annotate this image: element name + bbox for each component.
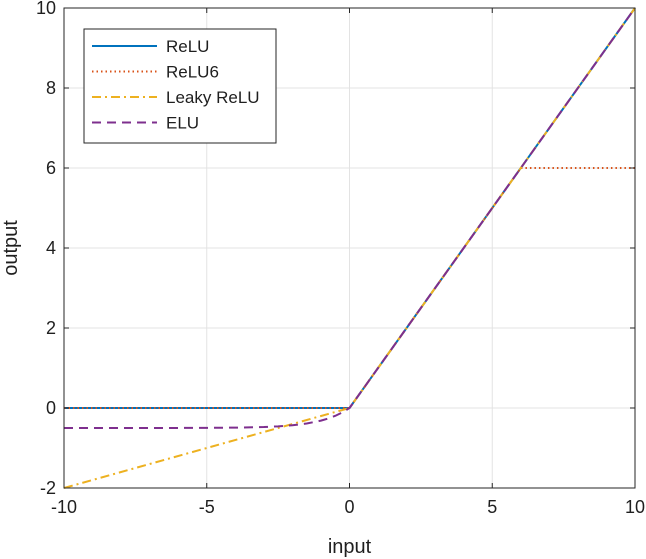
- legend-label-elu: ELU: [166, 114, 199, 133]
- x-tick-label: -5: [199, 497, 215, 517]
- legend: ReLU ReLU6 Leaky ReLU ELU: [83, 28, 277, 144]
- x-tick-label: 5: [487, 497, 497, 517]
- x-axis-title: input: [328, 536, 372, 558]
- y-tick-label: 6: [46, 158, 56, 178]
- y-tick-label: 8: [46, 78, 56, 98]
- y-tick-label: 0: [46, 398, 56, 418]
- x-tick-label: 10: [625, 497, 645, 517]
- y-tick-label: -2: [40, 478, 56, 498]
- legend-label-relu: ReLU: [166, 37, 209, 56]
- legend-label-leaky-relu: Leaky ReLU: [166, 88, 260, 107]
- series-line-leaky-relu: [63, 7, 636, 489]
- y-tick-label: 2: [46, 318, 56, 338]
- x-tick-label: -10: [51, 497, 77, 517]
- series-line-elu: [64, 7, 636, 429]
- y-tick-label: 10: [36, 0, 56, 18]
- x-tick-label: 0: [344, 497, 354, 517]
- axis-ticks: -10 -5 0 5 10 -2 0 2 4 6 8 10: [36, 0, 645, 517]
- legend-box: [83, 28, 277, 144]
- legend-label-relu6: ReLU6: [166, 63, 219, 82]
- y-axis-title: output: [0, 220, 22, 276]
- y-tick-label: 4: [46, 238, 56, 258]
- series-layer: [63, 7, 636, 489]
